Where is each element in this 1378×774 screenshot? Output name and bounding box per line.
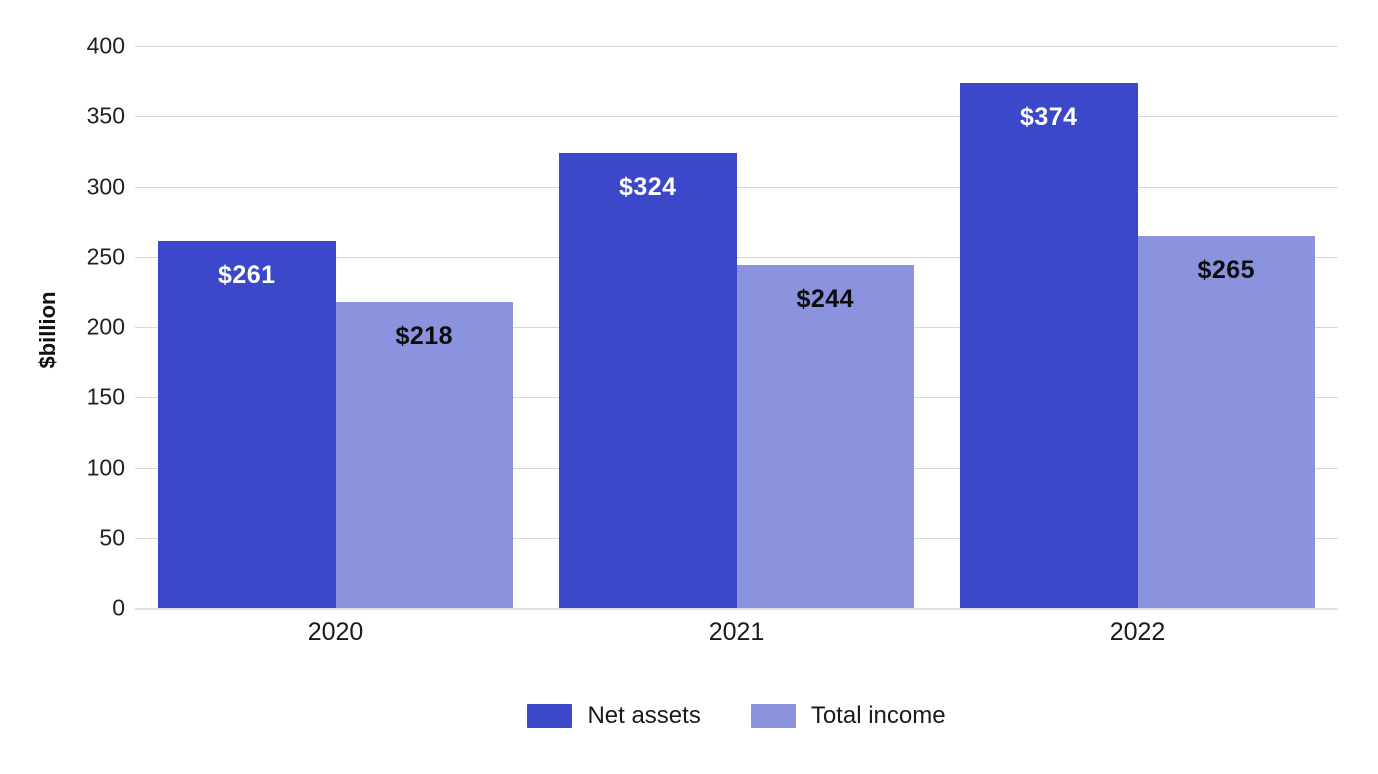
bar-group-2020: $261 $218 2020 (158, 46, 513, 646)
y-tick-label: 50 (99, 524, 125, 551)
net-assets-swatch-icon (527, 704, 573, 728)
bar-total-income-2022: $265 (1137, 235, 1315, 608)
y-tick-label: 350 (86, 102, 125, 129)
y-axis-ticks: 0 50 100 150 200 250 300 350 400 (0, 33, 125, 621)
y-tick-label: 300 (86, 173, 125, 199)
x-tick-label: 2021 (708, 618, 765, 646)
legend-label-total-income: Total income (810, 702, 946, 729)
bar-value-label: $244 (796, 285, 855, 314)
bar-value-label: $265 (1197, 255, 1256, 284)
bar-net-assets-2022: $374 (960, 82, 1138, 608)
bar-total-income-2020: $218 (335, 301, 513, 608)
bar-total-income-2021: $244 (736, 265, 914, 608)
bar-value-label: $324 (618, 172, 677, 201)
bar-net-assets-2020: $261 (158, 241, 336, 608)
bar-group-2022: $374 $265 2022 (960, 46, 1315, 646)
bar-net-assets-2021: $324 (559, 152, 737, 608)
bar-value-label: $374 (1019, 102, 1078, 131)
y-tick-label: 150 (86, 383, 125, 410)
y-tick-label: 400 (86, 32, 125, 59)
y-tick-label: 250 (86, 243, 125, 270)
gridline (135, 186, 1338, 188)
y-tick-label: 200 (86, 313, 125, 340)
legend-item-net-assets: Net assets (527, 702, 701, 730)
bar-value-label: $261 (217, 261, 276, 290)
bar-value-label: $218 (395, 321, 454, 350)
legend-label-net-assets: Net assets (587, 702, 701, 729)
bar-group-2021: $324 $244 2021 (559, 46, 914, 646)
x-tick-label: 2022 (1109, 618, 1166, 646)
y-tick-label: 100 (86, 454, 125, 480)
y-tick-label: 0 (112, 594, 125, 621)
legend: Net assets Total income (135, 702, 1338, 730)
x-tick-label: 2020 (307, 618, 364, 646)
gridline (135, 116, 1338, 118)
gridline (135, 46, 1338, 47)
legend-item-total-income: Total income (750, 702, 946, 730)
x-axis-baseline (135, 608, 1338, 610)
plot-area: $261 $218 2020 $324 $244 2021 $374 $265 2022 (135, 46, 1338, 646)
total-income-swatch-icon (750, 704, 796, 728)
gridline (135, 256, 1338, 258)
